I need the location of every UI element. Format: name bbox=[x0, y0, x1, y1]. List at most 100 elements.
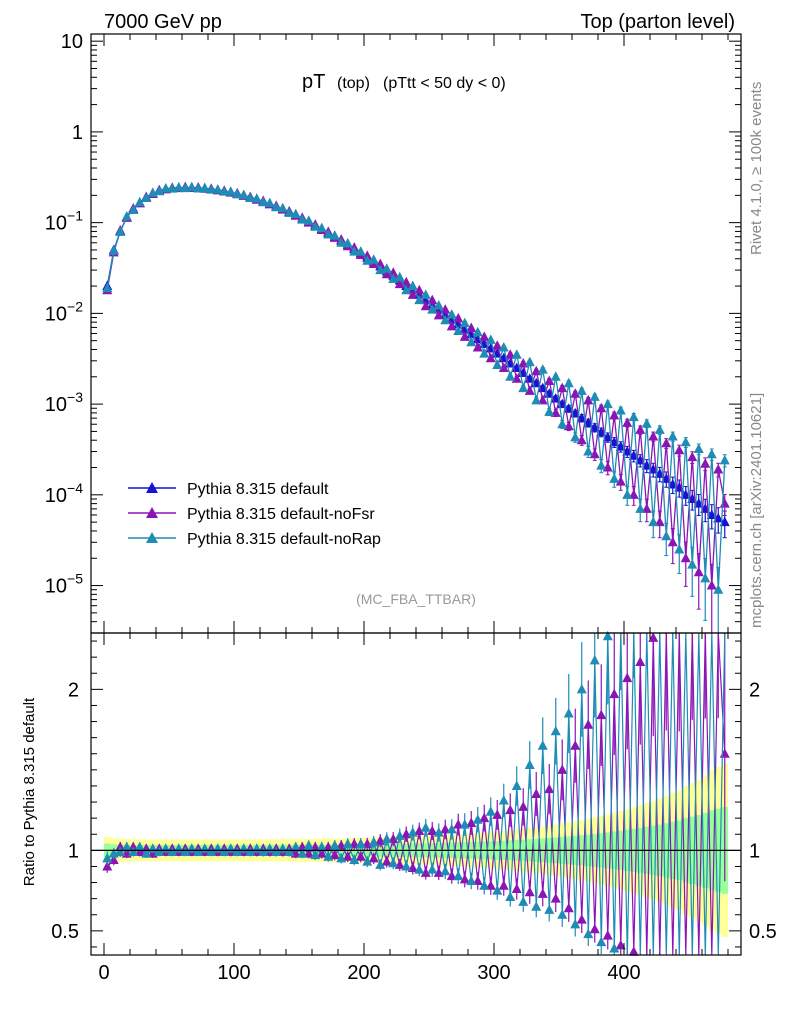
data-point bbox=[680, 436, 691, 447]
y-tick-label: 10−4 bbox=[45, 480, 83, 507]
y-tick-exponent: −3 bbox=[67, 389, 83, 405]
rivet-label: Rivet 4.1.0, ≥ 100k events bbox=[748, 82, 765, 255]
ratio-point bbox=[466, 817, 477, 827]
data-point bbox=[498, 342, 509, 352]
ratio-point bbox=[115, 841, 126, 852]
data-point bbox=[407, 280, 418, 291]
data-point bbox=[680, 552, 691, 563]
data-point bbox=[687, 559, 698, 569]
ratio-point bbox=[576, 683, 587, 694]
ratio-y-tick-label-right: 0.5 bbox=[749, 921, 777, 943]
data-point bbox=[661, 530, 672, 541]
data-point bbox=[381, 263, 392, 273]
data-point bbox=[349, 246, 360, 256]
data-point bbox=[453, 325, 464, 335]
ratio-line bbox=[106, 632, 726, 956]
ratio-point bbox=[310, 849, 321, 860]
data-point bbox=[635, 424, 646, 434]
data-point bbox=[206, 184, 217, 194]
ratio-point bbox=[414, 825, 425, 836]
data-point bbox=[355, 246, 366, 256]
ratio-point bbox=[602, 930, 613, 940]
ratio-point bbox=[420, 867, 431, 877]
ratio-point bbox=[258, 846, 269, 856]
data-point bbox=[570, 388, 581, 398]
ratio-point bbox=[232, 846, 243, 856]
ratio-point bbox=[459, 873, 470, 884]
data-point bbox=[459, 317, 470, 328]
data-point bbox=[323, 229, 334, 239]
data-point bbox=[232, 188, 243, 199]
data-point bbox=[472, 326, 483, 337]
analysis-tag: (MC_FBA_TTBAR) bbox=[356, 591, 476, 607]
y-tick-label: 10−2 bbox=[45, 298, 83, 325]
data-point bbox=[186, 181, 197, 192]
ratio-point bbox=[368, 852, 379, 863]
data-point bbox=[485, 334, 496, 344]
data-point bbox=[466, 336, 477, 347]
data-point bbox=[596, 402, 607, 413]
ratio-point bbox=[609, 943, 620, 953]
ratio-point bbox=[635, 656, 646, 666]
ratio-point bbox=[297, 848, 308, 858]
data-point bbox=[414, 284, 425, 295]
data-point bbox=[401, 284, 412, 295]
data-point bbox=[661, 437, 672, 448]
main-series-layer bbox=[102, 181, 730, 634]
data-point bbox=[466, 322, 477, 332]
ratio-point bbox=[544, 904, 555, 914]
data-point bbox=[583, 394, 594, 405]
x-tick-label: 400 bbox=[607, 962, 640, 984]
ratio-point bbox=[518, 801, 529, 811]
data-point bbox=[706, 580, 717, 590]
data-point bbox=[440, 304, 451, 314]
data-point bbox=[297, 214, 308, 224]
series-1 bbox=[102, 181, 730, 634]
data-point bbox=[622, 417, 633, 427]
data-point bbox=[557, 418, 568, 429]
ratio-point bbox=[193, 846, 204, 856]
data-point bbox=[420, 289, 431, 299]
data-point bbox=[342, 237, 353, 248]
data-point bbox=[505, 371, 516, 381]
ratio-point bbox=[511, 780, 522, 790]
ratio-y-tick-label-left: 1 bbox=[68, 840, 79, 862]
x-tick-label: 100 bbox=[217, 962, 250, 984]
data-point bbox=[687, 451, 698, 462]
ratio-point bbox=[303, 848, 314, 858]
legend-entry-default: Pythia 8.315 default bbox=[128, 481, 329, 498]
data-point bbox=[713, 464, 724, 474]
ratio-y-tick-label-right: 2 bbox=[749, 679, 760, 701]
ratio-point bbox=[518, 896, 529, 906]
mcplots-label: mcplots.cern.ch [arXiv:2401.10621] bbox=[748, 393, 765, 628]
data-point bbox=[674, 444, 685, 455]
ratio-point bbox=[245, 846, 256, 856]
data-point bbox=[622, 489, 633, 499]
data-point bbox=[615, 476, 626, 486]
data-point bbox=[667, 430, 678, 441]
ratio-point bbox=[355, 838, 366, 848]
data-point bbox=[108, 245, 119, 255]
ratio-point bbox=[485, 806, 496, 816]
legend-label-default: Pythia 8.315 default bbox=[187, 481, 329, 498]
plot-title-sub: (top) bbox=[337, 75, 370, 92]
data-point bbox=[290, 208, 301, 219]
data-point bbox=[518, 382, 529, 393]
ratio-point bbox=[284, 846, 295, 856]
data-point bbox=[394, 271, 405, 282]
ratio-point bbox=[362, 856, 373, 866]
ratio-point bbox=[583, 719, 594, 729]
data-point bbox=[537, 364, 548, 374]
plot-title-cuts: (pTtt < 50 dy < 0) bbox=[383, 75, 506, 92]
ratio-point bbox=[628, 946, 639, 956]
ratio-point bbox=[206, 846, 217, 856]
data-point bbox=[693, 566, 704, 577]
y-tick-label: 1 bbox=[72, 122, 83, 144]
data-point bbox=[498, 362, 509, 372]
ratio-point bbox=[388, 857, 399, 868]
data-point bbox=[446, 309, 457, 319]
ratio-point bbox=[271, 846, 282, 856]
ratio-point bbox=[531, 901, 542, 911]
data-point bbox=[524, 385, 535, 395]
data-point bbox=[121, 210, 132, 221]
